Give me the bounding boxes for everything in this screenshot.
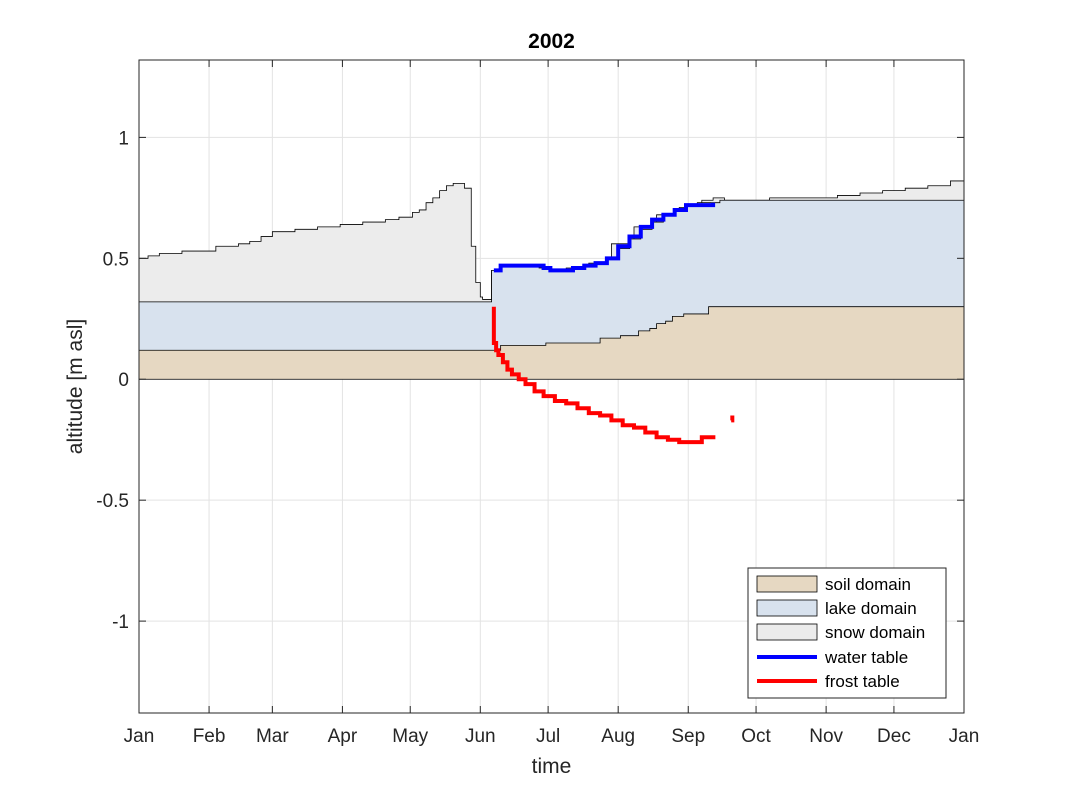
y-tick-label: -1 — [112, 612, 129, 633]
water-table-line — [493, 202, 716, 273]
axis-ticks: Jan Feb Mar Apr May Jun Jul Aug Sep Oct Nov Dec Jan -… — [96, 60, 979, 747]
x-axis-label: time — [532, 755, 572, 778]
y-tick-label: 0 — [118, 370, 129, 391]
x-tick-label: May — [392, 726, 428, 747]
x-tick-label: Jan — [124, 726, 155, 747]
legend-label-snow: snow domain — [825, 623, 925, 642]
x-tick-label: Nov — [809, 726, 843, 747]
y-tick-label: 0.5 — [103, 249, 129, 270]
x-tick-label: Sep — [671, 726, 705, 747]
x-tick-label: Feb — [193, 726, 226, 747]
x-tick-label: Mar — [256, 726, 289, 747]
x-tick-label: Apr — [328, 726, 358, 747]
x-tick-label: Jun — [465, 726, 496, 747]
y-axis-label: altitude [m asl] — [64, 319, 87, 454]
domain-areas — [139, 180, 964, 380]
x-tick-label: Oct — [741, 726, 771, 747]
frost-table-line — [491, 306, 716, 445]
x-tick-label: Jan — [949, 726, 980, 747]
chart-title: 2002 — [528, 30, 575, 53]
x-tick-label: Jul — [536, 726, 560, 747]
legend-label-water-table: water table — [824, 648, 908, 667]
y-tick-label: 1 — [118, 128, 129, 149]
legend: soil domain lake domain snow domain wate… — [747, 567, 947, 699]
frost-table-segment — [730, 415, 735, 423]
x-tick-label: Dec — [877, 726, 911, 747]
y-tick-label: -0.5 — [96, 491, 129, 512]
plot-box — [138, 59, 965, 714]
soil-domain-area — [139, 306, 964, 380]
legend-swatch-snow — [756, 623, 818, 641]
legend-swatch-soil — [756, 575, 818, 593]
legend-swatch-lake — [756, 599, 818, 617]
legend-label-lake: lake domain — [825, 599, 917, 618]
soil-domain-outline — [139, 306, 964, 351]
table-lines — [491, 202, 735, 445]
legend-label-frost-table: frost table — [825, 672, 900, 691]
legend-label-soil: soil domain — [825, 575, 911, 594]
x-tick-label: Aug — [601, 726, 635, 747]
